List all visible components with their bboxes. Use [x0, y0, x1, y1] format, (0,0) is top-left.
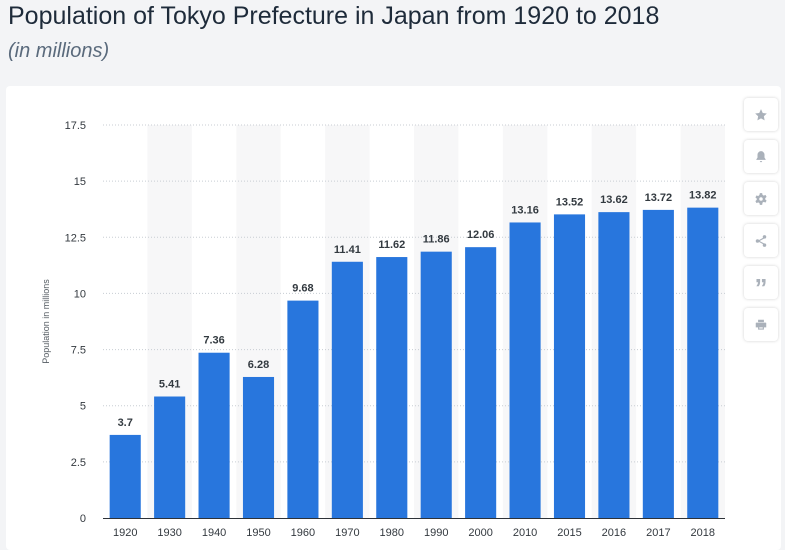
y-tick-label: 7.5 [71, 345, 86, 357]
chart-card: 0 2.5 5 7.5 10 12.5 15 17.5 Population in millio… [6, 86, 781, 550]
x-tick-label: 1940 [202, 527, 226, 539]
share-icon [755, 234, 767, 247]
data-label: 12.06 [467, 229, 495, 241]
cite-button[interactable]: ” [744, 266, 778, 303]
bar [287, 300, 319, 518]
bar [331, 261, 363, 518]
print-icon [755, 319, 767, 330]
x-tick-label: 1980 [380, 527, 404, 539]
y-tick-label: 5 [80, 401, 86, 413]
data-label: 3.7 [118, 417, 133, 429]
x-tick-label: 1960 [291, 527, 315, 539]
x-tick-label: 1990 [424, 527, 448, 539]
y-tick-label: 0 [80, 513, 86, 525]
favorite-button[interactable] [744, 98, 778, 131]
bar [509, 222, 541, 519]
x-tick-label: 1930 [157, 527, 181, 539]
gear-icon [755, 192, 767, 205]
bar [198, 352, 230, 518]
y-tick-label: 17.5 [65, 120, 86, 132]
data-label: 13.16 [511, 204, 539, 216]
settings-button[interactable] [744, 182, 778, 215]
quote-icon: ” [754, 272, 768, 303]
data-label: 11.41 [334, 244, 361, 256]
bar [598, 212, 630, 518]
bar [465, 247, 497, 518]
bar-chart: 0 2.5 5 7.5 10 12.5 15 17.5 Population in millio… [41, 120, 725, 539]
data-label: 13.72 [645, 192, 673, 204]
x-tick-label: 2017 [646, 527, 670, 539]
chart-title: Population of Tokyo Prefecture in Japan … [8, 2, 660, 30]
data-label: 13.62 [600, 194, 628, 206]
data-label: 9.68 [292, 283, 313, 295]
share-button[interactable] [744, 224, 778, 257]
data-label: 6.28 [248, 359, 269, 371]
star-icon [755, 108, 767, 120]
data-label: 11.86 [423, 234, 450, 246]
y-tick-label: 2.5 [71, 457, 86, 469]
y-tick-label: 10 [74, 288, 86, 300]
data-label: 7.36 [203, 335, 224, 347]
bar [420, 251, 452, 519]
bar [109, 434, 141, 518]
y-tick-label: 12.5 [65, 232, 86, 244]
x-tick-label: 1970 [335, 527, 359, 539]
bar [376, 257, 408, 518]
x-tick-label: 2000 [468, 527, 492, 539]
bar [242, 376, 275, 518]
x-tick-label: 2010 [513, 527, 537, 539]
bell-icon [756, 150, 766, 162]
x-tick-label: 1950 [246, 527, 270, 539]
x-tick-label: 2015 [557, 527, 581, 539]
chart-subtitle: (in millions) [8, 40, 110, 62]
bar [553, 214, 586, 518]
x-tick-label: 1920 [113, 527, 137, 539]
print-button[interactable] [744, 308, 778, 341]
bar [642, 209, 674, 518]
notification-button[interactable] [744, 140, 778, 173]
x-tick-label: 2016 [602, 527, 626, 539]
y-tick-label: 15 [74, 176, 86, 188]
data-label: 13.82 [689, 190, 717, 202]
data-label: 13.52 [556, 196, 584, 208]
data-label: 11.62 [378, 239, 405, 251]
chart-toolbar: ” [744, 98, 778, 341]
x-tick-label: 2018 [691, 527, 715, 539]
bar [154, 396, 186, 518]
bar [687, 207, 719, 519]
data-label: 5.41 [159, 379, 180, 391]
y-axis-title: Population in millions [41, 279, 51, 364]
